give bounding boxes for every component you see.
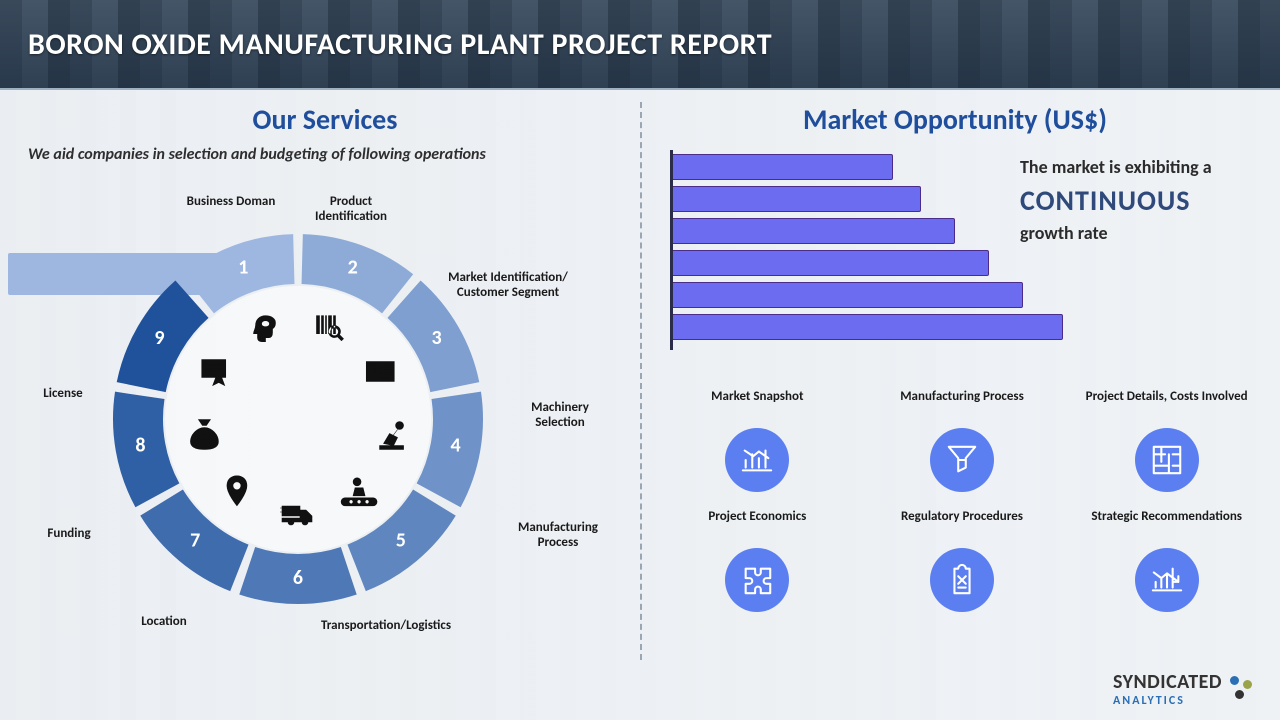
category-label-4: Project Economics [708,510,806,542]
wheel-number-4: 4 [450,434,460,458]
category-4: Project Economics [662,510,853,612]
market-bar-3 [673,218,955,244]
wheel-number-8: 8 [135,434,145,458]
header-bar: BORON OXIDE MANUFACTURING PLANT PROJECT … [0,0,1280,90]
market-bar-2 [673,186,921,212]
wheel-label-8: Funding [34,527,104,542]
market-panel: Market Opportunity (US$) The market is e… [640,90,1280,720]
wheel-number-1: 1 [238,255,248,279]
bar-chart [670,150,1070,350]
content: Our Services We aid companies in selecti… [0,90,1280,720]
wheel-label-9: License [28,387,98,402]
growth-prefix: The market is exhibiting a [1020,156,1270,179]
category-grid: Market Snapshot Manufacturing Process Proj… [662,390,1262,612]
wheel-label-7: Location [124,615,204,630]
services-title: Our Services [28,102,622,137]
vertical-divider [640,102,642,660]
wheel-label-4: Machinery Selection [510,401,610,431]
services-subtitle: We aid companies in selection and budget… [28,145,622,165]
brand-mark [1230,676,1256,702]
category-3: Project Details, Costs Involved [1071,390,1262,492]
growth-text: The market is exhibiting a CONTINUOUS gr… [1020,156,1270,244]
wheel-svg-wrap: 1 2 3 4 5 6 7 8 9 [108,229,488,609]
market-bar-5 [673,282,1023,308]
market-bar-4 [673,250,989,276]
category-label-2: Manufacturing Process [900,390,1024,422]
category-6: Strategic Recommendations [1071,510,1262,612]
brand-logo: SYNDICATED ANALYTICS [1113,670,1256,708]
category-5: Regulatory Procedures [867,510,1058,612]
wheel-number-9: 9 [154,326,164,350]
category-label-5: Regulatory Procedures [901,510,1023,542]
market-bar-1 [673,154,893,180]
category-label-6: Strategic Recommendations [1091,510,1242,542]
wheel-label-1: Business Doman [186,195,276,210]
category-label-1: Market Snapshot [711,390,803,422]
services-wheel: 1 1 2 3 4 5 6 7 8 9 Business Doman Product Identi… [28,169,628,639]
clipboard-icon [930,548,994,612]
wheel-svg: 1 2 3 4 5 6 7 8 9 [108,229,488,609]
brand-line1: SYNDICATED [1113,670,1222,694]
market-bar-6 [673,314,1063,340]
puzzle-icon [725,548,789,612]
chart-up-icon [725,428,789,492]
wheel-label-2: Product Identification [296,195,406,225]
growth-chart-icon [1135,548,1199,612]
page-title: BORON OXIDE MANUFACTURING PLANT PROJECT … [28,26,772,63]
wheel-number-5: 5 [396,528,406,552]
wheel-label-3: Market Identification/ Customer Segment [448,271,568,301]
wheel-number-7: 7 [190,528,200,552]
maze-icon [1135,428,1199,492]
funnel-icon [930,428,994,492]
wheel-number-2: 2 [348,255,358,279]
growth-suffix: growth rate [1020,222,1270,245]
wheel-label-5: Manufacturing Process [498,521,618,551]
category-label-3: Project Details, Costs Involved [1086,390,1248,422]
wheel-label-6: Transportation/Logistics [296,619,476,634]
id-card-icon [366,362,394,382]
wheel-number-3: 3 [431,326,441,350]
category-1: Market Snapshot [662,390,853,492]
wheel-number-6: 6 [293,566,303,590]
services-panel: Our Services We aid companies in selecti… [0,90,640,720]
category-2: Manufacturing Process [867,390,1058,492]
growth-big: CONTINUOUS [1020,183,1270,218]
brand-line2: ANALYTICS [1113,694,1222,708]
market-title: Market Opportunity (US$) [658,102,1252,137]
